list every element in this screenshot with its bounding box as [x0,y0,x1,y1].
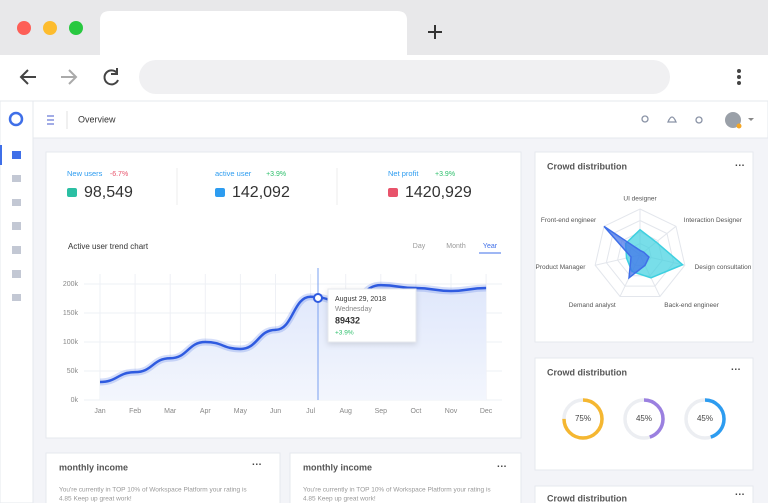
tab[interactable]: Day [413,243,426,250]
donut-arc [562,398,604,440]
card-title: Crowd distribution [547,367,627,377]
cursor-point [313,293,323,303]
stat-label: active user [215,169,252,178]
x-tick-label: Mar [164,408,177,415]
x-tick-label: Feb [129,408,141,415]
stat-value: 1420,929 [405,184,472,201]
radar-ring [594,208,686,297]
card-text: You're currently in TOP 10% of Workspace… [59,487,247,494]
income-card [45,452,281,503]
radar-label: UI designer [623,196,657,203]
minimize-button[interactable] [43,21,57,35]
stat-change: -6.7% [110,171,128,178]
y-tick-label: 150k [63,310,79,317]
address-bar[interactable] [139,60,670,94]
stat-icon [388,188,398,197]
radar-label: Front-end engineer [541,217,597,224]
radar-label: Interaction Designer [684,217,743,224]
sidebar [0,100,34,503]
radar-label: Demand analyst [569,302,616,309]
tab[interactable]: Month [446,243,466,250]
nav-icons[interactable] [12,175,21,301]
stat-icon [67,188,77,197]
x-tick-label: Sep [375,408,388,415]
card-text: 4.85 Keep up great work! [303,496,376,503]
y-tick-label: 50k [67,368,79,375]
card-title: Crowd distribution [547,161,627,171]
card-text: 4.85 Keep up great work! [59,496,132,503]
nav-home[interactable] [12,151,21,159]
maximize-button[interactable] [69,21,83,35]
donut-label: 45% [697,414,713,423]
close-button[interactable] [17,21,31,35]
stat-value: 142,092 [232,184,290,201]
x-tick-label: Jun [270,408,281,415]
header-title: Overview [78,114,116,124]
logo[interactable] [8,111,24,127]
stat-label: New users [67,169,103,178]
tab[interactable]: Year [483,243,498,250]
x-tick-label: Nov [445,408,458,415]
new-tab-button[interactable] [428,25,442,39]
x-tick-label: Aug [339,408,352,415]
line [99,283,487,384]
tooltip [327,288,417,343]
active-indicator [0,145,2,165]
stat-change: +3.9% [266,171,286,178]
status-dot [736,123,742,129]
y-tick-label: 100k [63,339,79,346]
x-tick-label: Oct [410,408,421,415]
radar-label: Back-end engineer [664,302,719,309]
svg-text:···: ··· [252,460,262,471]
svg-text:···: ··· [497,462,507,473]
donut-card [534,357,754,471]
radar-ring [605,219,675,287]
x-tick-label: Apr [200,408,212,415]
y-tick-label: 200k [63,281,79,288]
stat-icon [215,188,225,197]
header-bar [32,100,768,139]
header-icons[interactable] [641,115,703,124]
card-title: monthly income [303,462,372,472]
donut-arc [684,398,726,440]
avatar[interactable] [725,112,741,128]
donut-label: 45% [636,414,652,423]
radar-series [603,225,650,280]
donut-label: 75% [575,414,591,423]
tooltip-day: Wednesday [335,306,372,313]
card-text: You're currently in TOP 10% of Workspace… [303,487,491,494]
svg-text:···: ··· [735,161,745,172]
donut-arc [623,398,665,440]
radar-label: Product Manager [536,264,587,271]
svg-text:···: ··· [735,490,745,501]
svg-text:···: ··· [731,365,741,376]
card-title: Crowd distribution [547,493,627,503]
tooltip-date: August 29, 2018 [335,296,386,303]
more-buttons[interactable]: ··· ··· ··· ··· ··· [252,161,745,501]
x-tick-label: Jul [306,408,315,415]
hamburger[interactable] [47,115,54,125]
tab[interactable] [100,11,407,55]
back-button[interactable] [19,69,36,85]
extra-card [534,485,754,503]
x-tick-label: Jan [94,408,105,415]
chart-title: Active user trend chart [68,242,149,251]
reload-button[interactable] [103,68,119,86]
avatar-menu[interactable] [748,118,754,121]
stat-label: Net profit [388,169,419,178]
income-card [289,452,522,503]
stat-change: +3.9% [435,171,455,178]
card-title: monthly income [59,462,128,472]
stat-value: 98,549 [84,184,133,201]
menu-button[interactable] [737,69,741,85]
forward-button[interactable] [61,69,78,85]
tooltip-value: 89432 [335,315,360,325]
x-tick-label: May [234,408,248,415]
tooltip-change: +3.9% [335,330,354,337]
radar-label: Design consultation [695,264,752,271]
x-tick-label: Dec [480,408,493,415]
y-tick-label: 0k [71,397,79,404]
